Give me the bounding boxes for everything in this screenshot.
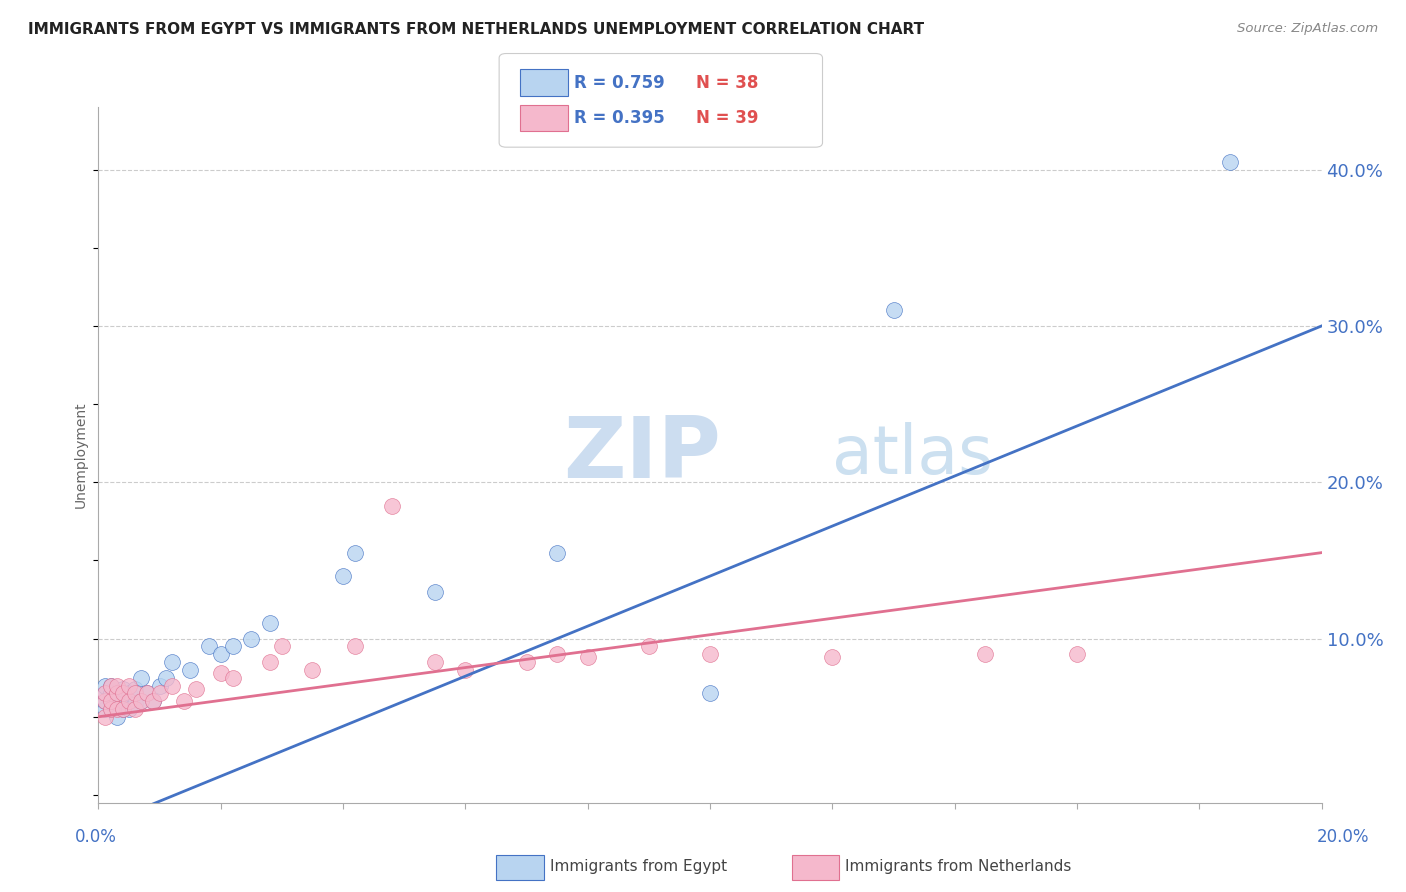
Point <box>93 702 115 716</box>
Point <box>576 650 599 665</box>
Point <box>301 663 323 677</box>
Text: R = 0.759: R = 0.759 <box>574 73 665 92</box>
Point <box>259 615 281 630</box>
Point <box>111 694 134 708</box>
Point <box>423 584 446 599</box>
Point <box>93 679 115 693</box>
Point <box>118 686 141 700</box>
Point <box>516 655 538 669</box>
Point <box>100 679 122 693</box>
Point <box>105 694 128 708</box>
Point <box>454 663 477 677</box>
Text: IMMIGRANTS FROM EGYPT VS IMMIGRANTS FROM NETHERLANDS UNEMPLOYMENT CORRELATION CH: IMMIGRANTS FROM EGYPT VS IMMIGRANTS FROM… <box>28 22 924 37</box>
Point <box>209 666 232 681</box>
Text: N = 39: N = 39 <box>696 109 758 127</box>
Point <box>142 694 165 708</box>
Point <box>93 710 115 724</box>
Point <box>100 694 122 708</box>
Point <box>344 546 367 560</box>
Point <box>332 569 354 583</box>
Point <box>637 640 661 654</box>
Point <box>111 702 134 716</box>
Point <box>93 694 115 708</box>
Point <box>1219 154 1241 169</box>
Text: Immigrants from Netherlands: Immigrants from Netherlands <box>845 859 1071 873</box>
Point <box>124 698 146 712</box>
Point <box>105 686 128 700</box>
Point <box>111 681 134 696</box>
Point <box>100 702 122 716</box>
Point <box>222 640 245 654</box>
Point <box>100 679 122 693</box>
Point <box>270 640 292 654</box>
Text: 20.0%: 20.0% <box>1316 828 1369 846</box>
Point <box>100 686 122 700</box>
Point <box>423 655 446 669</box>
Point <box>124 702 146 716</box>
Point <box>129 671 152 685</box>
Point <box>240 632 263 646</box>
Point <box>129 694 152 708</box>
Point <box>197 640 219 654</box>
Point <box>155 671 177 685</box>
Point <box>118 702 141 716</box>
Point <box>1066 647 1088 661</box>
Point <box>344 640 367 654</box>
Point <box>821 650 844 665</box>
Point <box>105 679 128 693</box>
Point <box>93 686 115 700</box>
Text: 0.0%: 0.0% <box>75 828 117 846</box>
Point <box>124 681 146 696</box>
Point <box>222 671 245 685</box>
Point <box>149 686 172 700</box>
Point <box>974 647 997 661</box>
Point <box>129 694 152 708</box>
Point <box>179 663 201 677</box>
Point <box>883 303 905 318</box>
Point <box>546 647 568 661</box>
Point <box>100 694 122 708</box>
Text: ZIP: ZIP <box>564 413 721 497</box>
Point <box>100 702 122 716</box>
Point <box>186 681 208 696</box>
Text: Source: ZipAtlas.com: Source: ZipAtlas.com <box>1237 22 1378 36</box>
Text: N = 38: N = 38 <box>696 73 758 92</box>
Point <box>209 647 232 661</box>
Point <box>142 694 165 708</box>
Point <box>259 655 281 669</box>
Text: Immigrants from Egypt: Immigrants from Egypt <box>550 859 727 873</box>
Text: R = 0.395: R = 0.395 <box>574 109 665 127</box>
Point <box>105 710 128 724</box>
Point <box>93 694 115 708</box>
Point <box>546 546 568 560</box>
Point <box>111 686 134 700</box>
Point <box>124 686 146 700</box>
Point <box>136 686 159 700</box>
Point <box>105 702 128 716</box>
Point <box>136 686 159 700</box>
Point <box>699 686 721 700</box>
Point <box>699 647 721 661</box>
Point <box>381 499 404 513</box>
Text: atlas: atlas <box>832 422 993 488</box>
Point <box>111 702 134 716</box>
Point <box>173 694 195 708</box>
Point <box>160 655 183 669</box>
Point <box>118 694 141 708</box>
Point <box>160 679 183 693</box>
Point <box>105 686 128 700</box>
Point <box>118 679 141 693</box>
Point <box>149 679 172 693</box>
Y-axis label: Unemployment: Unemployment <box>75 401 89 508</box>
Point <box>93 686 115 700</box>
